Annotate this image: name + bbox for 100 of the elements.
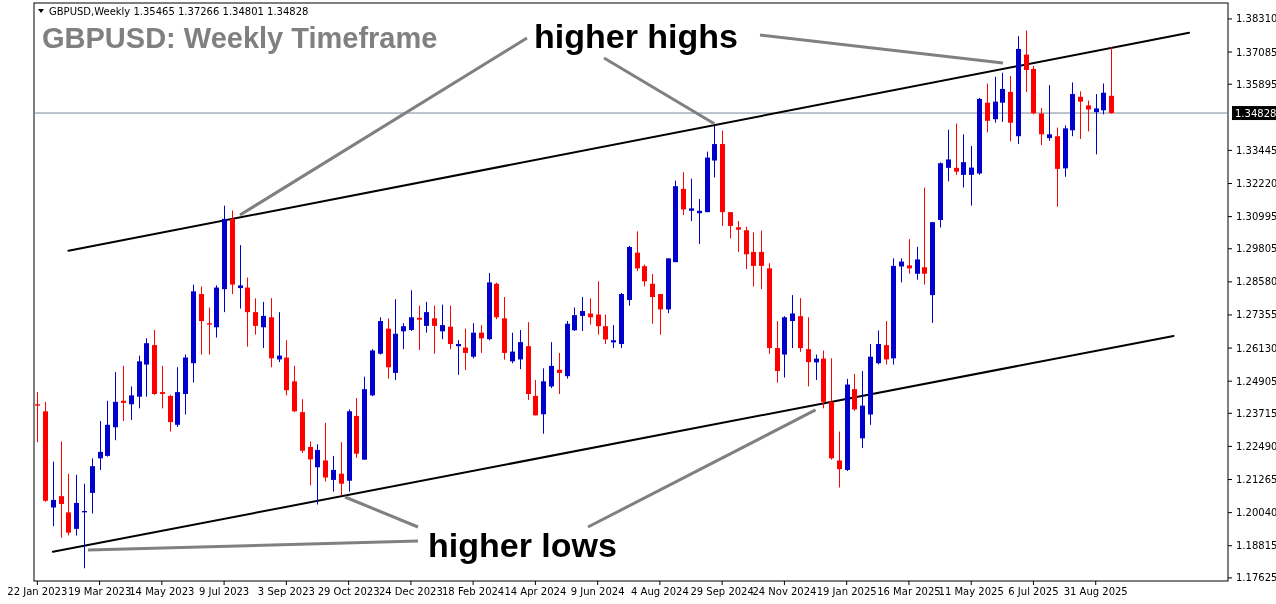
- candlestick: [98, 420, 103, 471]
- candlestick: [946, 129, 951, 182]
- candlestick: [969, 145, 974, 207]
- ref-line-label: 1.34828: [1235, 107, 1276, 119]
- candlestick: [144, 337, 149, 398]
- y-tick-label: 1.38310: [1236, 13, 1276, 25]
- candlestick: [331, 455, 336, 493]
- candlestick: [922, 187, 927, 286]
- y-tick-label: 1.33445: [1236, 144, 1276, 156]
- candlestick: [1086, 100, 1091, 132]
- candlestick: [603, 314, 608, 345]
- text: GBPUSD: Weekly Timeframe: [42, 22, 438, 54]
- candlestick: [596, 280, 601, 336]
- candlestick: [315, 443, 320, 506]
- candlestick: [1078, 90, 1083, 140]
- candlestick: [1109, 46, 1114, 115]
- y-tick-label: 1.30995: [1236, 211, 1276, 223]
- candlestick: [751, 231, 756, 287]
- candlestick: [736, 220, 741, 253]
- candlestick: [689, 178, 694, 222]
- candlestick: [409, 289, 414, 332]
- candlestick: [59, 441, 64, 539]
- x-tick-label: 11 May 2025: [938, 586, 1004, 597]
- candlestick: [852, 373, 857, 412]
- candlestick: [323, 422, 328, 483]
- candlestick: [790, 294, 795, 349]
- candlestick: [129, 385, 134, 421]
- candlestick: [837, 431, 842, 488]
- candlestick: [907, 238, 912, 275]
- y-tick-label: 1.20040: [1236, 507, 1276, 519]
- candlestick: [424, 301, 429, 334]
- y-tick-label: 1.21265: [1236, 474, 1276, 486]
- candlestick: [642, 264, 647, 287]
- candlestick: [121, 365, 126, 422]
- candlestick: [160, 365, 165, 409]
- y-tick-label: 1.26130: [1236, 342, 1276, 354]
- candlestick: [51, 461, 56, 527]
- candlestick: [954, 123, 959, 176]
- candlestick: [35, 391, 40, 443]
- candlestick: [463, 328, 468, 371]
- annotation: higher lows: [428, 526, 617, 564]
- x-tick-label: 24 Dec 2023: [378, 586, 443, 597]
- candlestick: [510, 332, 515, 364]
- candlestick: [759, 230, 764, 290]
- y-tick-label: 1.17625: [1236, 572, 1276, 584]
- y-tick-label: 1.22490: [1236, 440, 1276, 452]
- candlestick: [985, 83, 990, 133]
- candlestick: [66, 473, 71, 536]
- candlestick: [650, 273, 655, 325]
- candlestick: [401, 322, 406, 350]
- candlestick: [1047, 84, 1052, 142]
- candlestick: [993, 76, 998, 124]
- x-tick-label: 22 Jan 2023: [7, 586, 68, 597]
- candlestick: [518, 329, 523, 370]
- y-tick-label: 1.37085: [1236, 46, 1276, 58]
- x-tick-label: 16 Mar 2025: [877, 586, 941, 597]
- candlestick: [261, 301, 266, 349]
- candlestick: [1039, 107, 1044, 146]
- candlestick: [440, 304, 445, 340]
- y-tick-label: 1.28580: [1236, 276, 1276, 288]
- annotation: higher highs: [534, 17, 738, 55]
- x-tick-label: 19 Mar 2023: [67, 586, 132, 597]
- y-tick-label: 1.27355: [1236, 309, 1276, 321]
- candlestick: [728, 211, 733, 239]
- candlestick: [253, 297, 258, 336]
- candlestick: [339, 441, 344, 496]
- x-tick-label: 3 Sep 2023: [257, 586, 315, 597]
- candlestick: [876, 330, 881, 365]
- candlestick: [712, 125, 717, 179]
- candlestick: [611, 324, 616, 349]
- x-tick-label: 6 Jul 2025: [1008, 586, 1059, 597]
- candlestick: [572, 307, 577, 332]
- x-tick-label: 29 Sep 2024: [690, 586, 754, 597]
- y-tick-label: 1.29805: [1236, 243, 1276, 255]
- y-tick-label: 1.24905: [1236, 375, 1276, 387]
- candlestick: [308, 441, 313, 486]
- candlestick: [456, 339, 461, 376]
- candlestick: [1094, 93, 1099, 155]
- x-tick-label: 4 Aug 2024: [631, 586, 689, 597]
- candlestick: [533, 379, 538, 416]
- y-tick-label: 1.35895: [1236, 78, 1276, 90]
- x-tick-label: 9 Jun 2024: [570, 586, 625, 597]
- candlestick: [557, 352, 562, 395]
- candlestick: [915, 246, 920, 281]
- candlestick: [1101, 83, 1106, 115]
- candlestick: [549, 341, 554, 389]
- candlestick: [1024, 30, 1029, 93]
- y-tick-label: 1.32220: [1236, 178, 1276, 190]
- candlestick: [635, 230, 640, 272]
- candlestick: [448, 305, 453, 350]
- x-tick-label: 14 Apr 2024: [504, 586, 567, 597]
- annotation: GBPUSD,Weekly 1.35465 1.37266 1.34801 1.34828: [49, 6, 309, 17]
- candlestick: [884, 320, 889, 366]
- x-tick-label: 18 Feb 2024: [442, 586, 505, 597]
- x-tick-label: 24 Nov 2024: [752, 586, 817, 597]
- x-tick-label: 9 Jul 2023: [198, 586, 250, 597]
- candlestick: [961, 133, 966, 189]
- candlestick: [1000, 72, 1005, 123]
- y-tick-label: 1.18815: [1236, 540, 1276, 552]
- candlestick: [588, 297, 593, 326]
